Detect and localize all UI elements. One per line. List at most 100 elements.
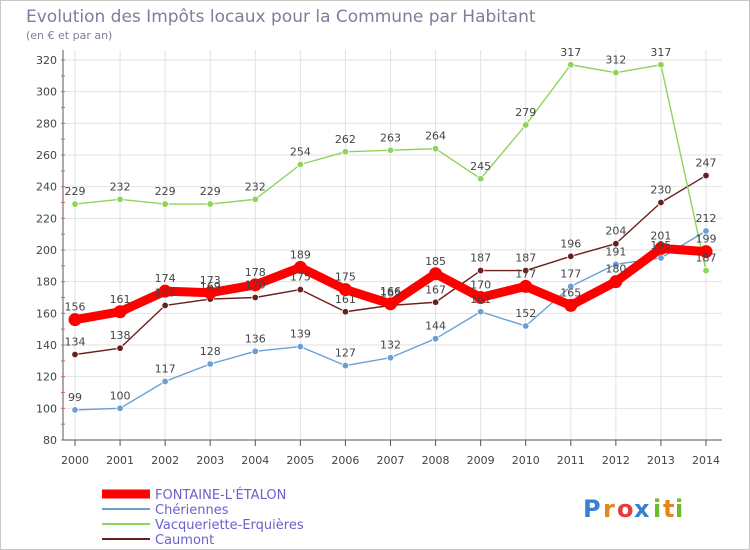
- chart-title: Evolution des Impôts locaux pour la Comm…: [26, 7, 536, 27]
- data-label: 175: [290, 271, 311, 284]
- data-point: [702, 266, 710, 275]
- y-axis: 80 100 120 140 160 180 200 220 240 260 280 300 320: [36, 50, 65, 447]
- data-label: 245: [470, 160, 491, 173]
- brand-letter: i: [653, 495, 661, 523]
- brand-letter: i: [675, 495, 683, 523]
- data-point: [68, 313, 82, 327]
- brand-letter: t: [663, 495, 674, 523]
- data-label: 229: [200, 185, 221, 198]
- data-point: [161, 377, 169, 386]
- data-point: [386, 146, 395, 154]
- data-point: [71, 406, 79, 414]
- data-label: 175: [335, 271, 356, 284]
- data-point: [341, 148, 350, 156]
- data-point: [612, 68, 620, 77]
- y-tick-label: 180: [36, 276, 57, 289]
- y-tick-label: 80: [43, 434, 57, 447]
- data-label: 144: [425, 320, 446, 333]
- data-point: [384, 297, 397, 311]
- data-label: 156: [65, 301, 86, 314]
- data-label: 170: [245, 279, 266, 292]
- y-tick-label: 300: [36, 86, 57, 99]
- y-tick-label: 240: [36, 181, 57, 194]
- data-point: [296, 342, 305, 351]
- data-label: 177: [515, 267, 536, 280]
- data-point: [702, 171, 710, 180]
- data-point: [476, 175, 485, 183]
- brand-letter: x: [634, 495, 650, 523]
- legend-label: Vacqueriette-Erquières: [155, 518, 304, 533]
- data-label: 117: [155, 362, 176, 375]
- data-label: 199: [696, 233, 717, 246]
- data-point: [206, 360, 214, 368]
- data-labels-layer: 134 138 165 169 170 175 161 165 167 187 187 196 204 2…: [65, 46, 717, 404]
- x-tick-label: 2006: [331, 454, 359, 467]
- data-label: 167: [425, 283, 446, 296]
- x-tick-label: 2009: [467, 454, 495, 467]
- data-label: 161: [335, 293, 356, 306]
- data-label: 180: [605, 263, 626, 276]
- data-point: [431, 298, 440, 306]
- data-point: [654, 241, 668, 255]
- y-tick-label: 140: [36, 339, 57, 352]
- data-point: [567, 252, 575, 261]
- data-label: 169: [200, 280, 221, 293]
- data-label: 134: [65, 336, 86, 349]
- data-point: [116, 404, 124, 413]
- brand-letter: o: [617, 495, 634, 523]
- data-label: 152: [515, 307, 536, 320]
- series-layer: [68, 61, 713, 414]
- data-label: 136: [245, 332, 266, 345]
- data-label: 128: [200, 345, 221, 358]
- data-point: [431, 334, 440, 343]
- legend-label: Chériennes: [155, 503, 229, 518]
- data-label: 170: [470, 279, 491, 292]
- data-point: [116, 195, 124, 204]
- data-point: [702, 227, 710, 235]
- data-point: [161, 301, 169, 310]
- data-label: 201: [650, 229, 671, 242]
- data-point: [251, 293, 259, 302]
- data-point: [116, 344, 124, 352]
- data-point: [474, 291, 488, 304]
- data-point: [522, 121, 530, 129]
- data-label: 99: [68, 391, 82, 404]
- data-label: 232: [245, 180, 266, 193]
- data-label: 229: [65, 185, 86, 198]
- data-label: 204: [605, 225, 626, 238]
- data-point: [657, 61, 665, 69]
- y-tick-label: 120: [36, 371, 57, 384]
- data-label: 185: [425, 255, 446, 268]
- gridlines: [63, 50, 722, 441]
- data-label: 173: [200, 274, 221, 287]
- data-point: [341, 308, 350, 316]
- x-tick-label: 2008: [422, 454, 450, 467]
- data-point: [699, 245, 713, 259]
- y-tick-label: 320: [36, 54, 57, 67]
- data-label: 312: [605, 54, 626, 67]
- y-tick-label: 160: [36, 307, 57, 320]
- x-tick-label: 2003: [196, 454, 224, 467]
- data-label: 189: [290, 248, 311, 261]
- data-label: 187: [515, 252, 536, 265]
- data-label: 317: [650, 46, 671, 59]
- data-point: [429, 267, 443, 281]
- data-label: 165: [380, 286, 401, 299]
- x-tick-label: 2011: [557, 454, 585, 467]
- data-point: [519, 279, 533, 293]
- data-point: [206, 200, 214, 208]
- y-tick-label: 200: [36, 244, 57, 257]
- data-label: 100: [110, 389, 131, 402]
- x-tick-label: 2013: [647, 454, 675, 467]
- data-label: 195: [650, 239, 671, 252]
- data-point: [71, 200, 79, 208]
- data-point: [158, 284, 172, 298]
- data-point: [567, 282, 575, 291]
- data-label: 229: [155, 185, 176, 198]
- data-label: 165: [560, 286, 581, 299]
- data-label: 262: [335, 133, 356, 146]
- data-label: 191: [605, 245, 626, 258]
- x-tick-label: 2007: [377, 454, 405, 467]
- data-point: [612, 260, 620, 268]
